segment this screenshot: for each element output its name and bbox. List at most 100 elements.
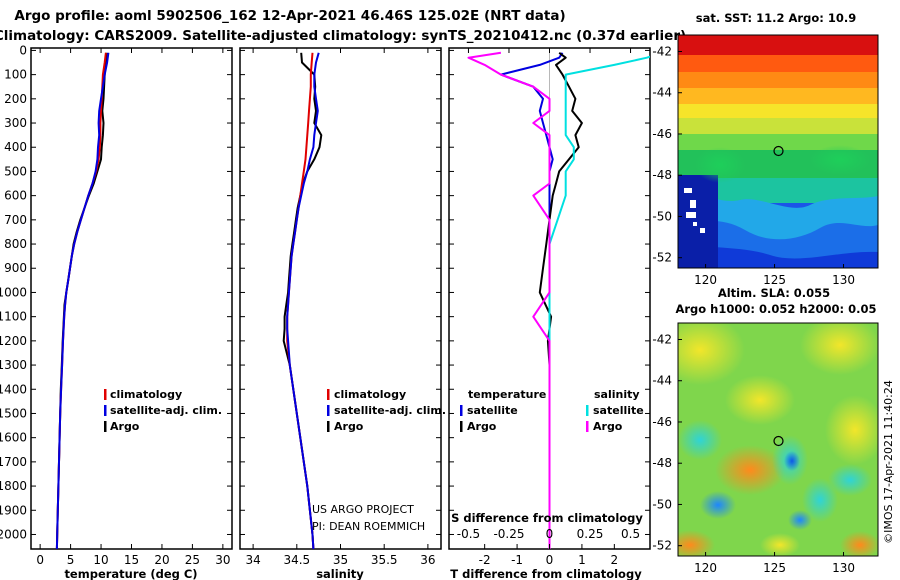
t-difference-axis-label: T difference from climatology — [450, 567, 642, 580]
map-y-tick-label: -52 — [652, 539, 672, 553]
legend-label-climatology: climatology — [110, 388, 182, 401]
profile-line-satellite-adj-clim- — [55, 52, 110, 549]
x-tick-label: 35.5 — [371, 553, 398, 567]
depth-tick-label: 800 — [4, 237, 27, 251]
map-y-tick-label: -52 — [652, 251, 672, 265]
difference-line-temperature-satellite — [499, 52, 564, 549]
salinity-difference-x-axis: -0.5 -0.25 0 0.25 0.5 — [457, 48, 640, 541]
x-tick-label: 34 — [245, 553, 260, 567]
difference-line-salinity-satellite — [548, 55, 650, 549]
credit-pi: PI: DEAN ROEMMICH — [312, 520, 425, 533]
x-tick-label: 36 — [420, 553, 435, 567]
legend-swatch-sal-argo — [586, 421, 589, 432]
credit-project: US ARGO PROJECT — [312, 503, 414, 516]
salinity-panel — [239, 47, 442, 550]
depth-tick-label: 2000 — [0, 527, 27, 541]
legend-label-climatology: climatology — [334, 388, 406, 401]
legend-label-argo: Argo — [334, 420, 364, 433]
depth-tick-label: 1500 — [0, 406, 27, 420]
depth-tick-label: 1000 — [0, 285, 27, 299]
depth-tick-label: 200 — [4, 92, 27, 106]
legend-swatch-climatology — [327, 389, 330, 400]
legend-label-temp-satellite: satellite — [467, 404, 518, 417]
difference-line-salinity-argo — [467, 51, 551, 549]
difference-x-axis: -2 -1 0 1 2 — [479, 544, 618, 567]
depth-tick-label: 600 — [4, 189, 27, 203]
x-tick-label: 35 — [333, 553, 348, 567]
difference-line-temperature-argo — [538, 52, 583, 549]
salinity-axis-label: salinity — [316, 567, 364, 580]
depth-tick-label: 1400 — [0, 382, 27, 396]
profile-line-climatology — [286, 52, 315, 549]
x-tick-label: -2 — [479, 553, 491, 567]
temperature-profiles — [55, 52, 110, 549]
sla-map-title: Altim. SLA: 0.055 — [718, 286, 830, 300]
sla-map-frame — [677, 322, 879, 557]
x-tick-label: 2 — [611, 553, 619, 567]
x-tick-label: 5 — [67, 553, 75, 567]
x-tick-label: 10 — [93, 553, 108, 567]
legend-swatch-climatology — [104, 389, 107, 400]
x-tick-label: 34.5 — [283, 553, 310, 567]
sst-map-axes: 120 125 130 -42 -44 -46 -48 -50 -52 — [652, 44, 855, 287]
legend-swatch-temp-satellite — [460, 405, 463, 416]
s-tick-label: -0.25 — [493, 527, 524, 541]
x-tick-label: 1 — [578, 553, 586, 567]
depth-tick-label: 1300 — [0, 358, 27, 372]
depth-tick-label: 1600 — [0, 431, 27, 445]
x-tick-label: 0 — [36, 553, 44, 567]
map-x-tick-label: 125 — [763, 561, 786, 575]
depth-tick-label: 1100 — [0, 310, 27, 324]
map-y-tick-label: -48 — [652, 456, 672, 470]
sst-float-marker — [773, 145, 784, 157]
map-x-tick-label: 120 — [694, 561, 717, 575]
sst-map — [678, 35, 878, 268]
figure-title-line2: Climatology: CARS2009. Satellite-adjuste… — [0, 28, 686, 44]
s-tick-label: 0.5 — [621, 527, 640, 541]
s-tick-label: 0.25 — [577, 527, 604, 541]
legend-title-temperature: temperature — [468, 388, 546, 401]
temperature-x-axis: 0 5 10 15 20 25 30 — [36, 48, 231, 567]
depth-tick-label: 700 — [4, 213, 27, 227]
legend-label-satellite: satellite-adj. clim. — [110, 404, 222, 417]
temperature-axis-label: temperature (deg C) — [64, 567, 197, 580]
legend-swatch-argo — [104, 421, 107, 432]
temperature-panel — [30, 47, 233, 550]
x-tick-label: 15 — [124, 553, 139, 567]
depth-tick-label: 0 — [19, 43, 27, 57]
salinity-x-axis: 34 34.5 35 35.5 36 — [245, 48, 436, 567]
legend-swatch-satellite — [327, 405, 330, 416]
map-x-tick-label: 130 — [832, 273, 855, 287]
imos-stamp: ©IMOS 17-Apr-2021 11:40:24 — [882, 380, 895, 544]
map-x-tick-label: 120 — [694, 273, 717, 287]
legend-swatch-argo — [327, 421, 330, 432]
figure-title-line1: Argo profile: aoml 5902506_162 12-Apr-20… — [14, 8, 565, 24]
x-tick-label: 25 — [185, 553, 200, 567]
depth-tick-label: 400 — [4, 140, 27, 154]
map-x-tick-label: 125 — [763, 273, 786, 287]
legend-label-argo: Argo — [110, 420, 140, 433]
map-y-tick-label: -48 — [652, 168, 672, 182]
temperature-legend: climatology satellite-adj. clim. Argo — [104, 388, 222, 433]
sla-map-axes: 120 125 130 -42 -44 -46 -48 -50 -52 — [652, 332, 855, 575]
legend-swatch-sal-satellite — [586, 405, 589, 416]
map-y-tick-label: -50 — [652, 497, 672, 511]
s-tick-label: -0.5 — [457, 527, 480, 541]
s-difference-axis-label: S difference from climatology — [451, 511, 643, 525]
x-tick-label: 0 — [546, 553, 554, 567]
map-y-tick-label: -44 — [652, 86, 672, 100]
legend-label-satellite: satellite-adj. clim. — [334, 404, 446, 417]
profile-line-satellite-adj-clim- — [286, 52, 320, 549]
depth-tick-label: 1200 — [0, 334, 27, 348]
legend-title-salinity: salinity — [594, 388, 640, 401]
sla-map — [678, 323, 878, 556]
depth-tick-label: 300 — [4, 116, 27, 130]
legend-label-sal-argo: Argo — [593, 420, 623, 433]
depth-axis: 0 100 200 300 400 500 600 700 800 900 1000 1100 1200… — [0, 43, 650, 541]
map-y-tick-label: -50 — [652, 209, 672, 223]
legend-swatch-satellite — [104, 405, 107, 416]
depth-tick-label: 100 — [4, 68, 27, 82]
sla-float-marker — [773, 435, 784, 447]
legend-label-temp-argo: Argo — [467, 420, 497, 433]
